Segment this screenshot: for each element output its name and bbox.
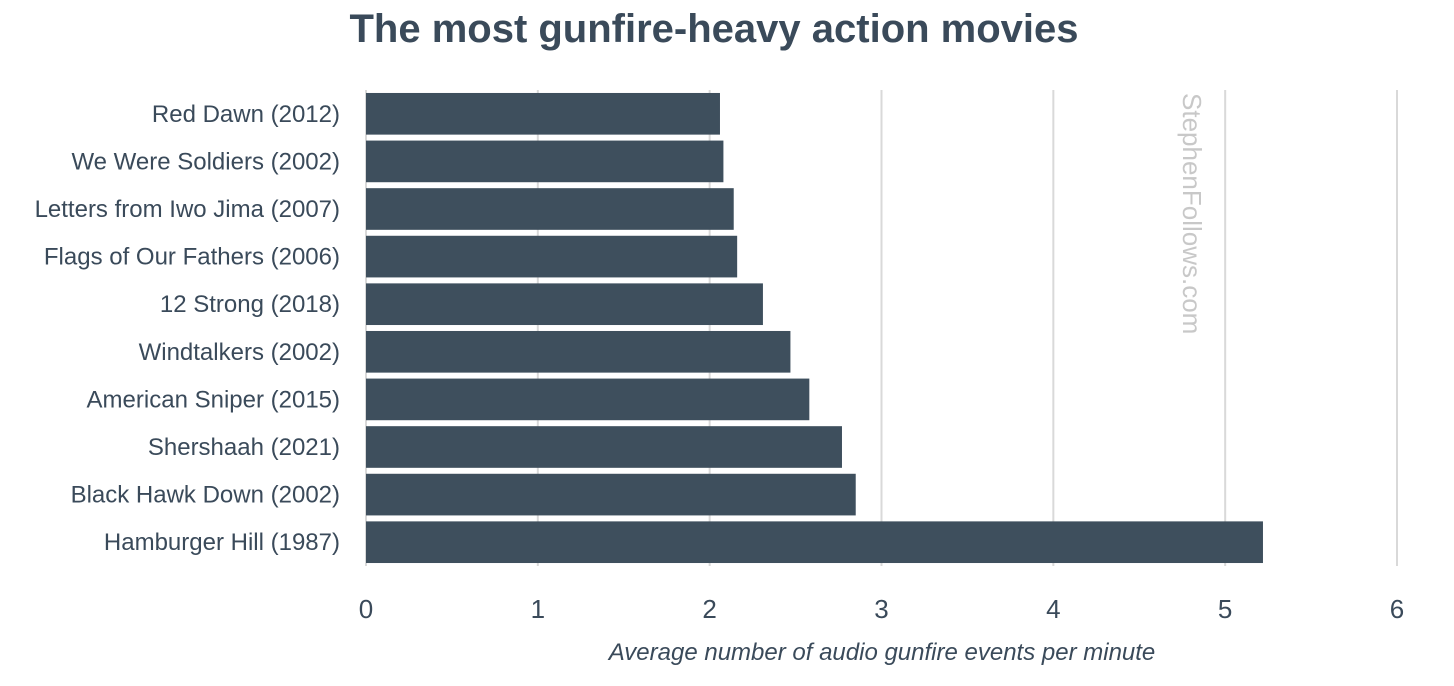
bar-7: [366, 426, 842, 468]
watermark: StephenFollows.com: [1177, 93, 1207, 334]
category-label-7: Shershaah (2021): [148, 434, 340, 461]
category-label-3: Flags of Our Fathers (2006): [44, 244, 340, 271]
bar-2: [366, 188, 734, 230]
x-tick-label-4: 4: [1046, 594, 1060, 624]
x-axis-title: Average number of audio gunfire events p…: [607, 639, 1156, 666]
category-label-0: Red Dawn (2012): [152, 101, 340, 128]
x-tick-label-3: 3: [874, 594, 888, 624]
chart-title: The most gunfire-heavy action movies: [349, 7, 1078, 51]
category-label-8: Black Hawk Down (2002): [71, 482, 340, 509]
x-tick-label-6: 6: [1390, 594, 1404, 624]
category-label-6: American Sniper (2015): [87, 386, 340, 413]
category-label-2: Letters from Iwo Jima (2007): [35, 196, 340, 223]
category-label-1: We Were Soldiers (2002): [71, 148, 340, 175]
bar-5: [366, 330, 791, 373]
x-tick-label-5: 5: [1218, 594, 1232, 624]
x-tick-label-2: 2: [702, 594, 716, 624]
category-label-9: Hamburger Hill (1987): [104, 529, 340, 556]
category-label-5: Windtalkers (2002): [139, 339, 340, 366]
bar-1: [366, 140, 724, 183]
category-labels: Red Dawn (2012) We Were Soldiers (2002) Le…: [35, 101, 340, 556]
x-tick-labels: 0 1 2 3 4 5 6: [359, 594, 1404, 624]
x-tick-label-0: 0: [359, 594, 373, 624]
bar-3: [366, 235, 738, 278]
category-label-4: 12 Strong (2018): [160, 291, 340, 318]
bar-4: [366, 283, 763, 326]
bars: [366, 92, 1263, 564]
bar-8: [366, 473, 856, 516]
bar-0: [366, 92, 720, 135]
watermark-layer: StephenFollows.com: [1177, 93, 1207, 334]
bar-6: [366, 378, 810, 421]
x-tick-label-1: 1: [531, 594, 545, 624]
bar-9: [366, 521, 1263, 564]
